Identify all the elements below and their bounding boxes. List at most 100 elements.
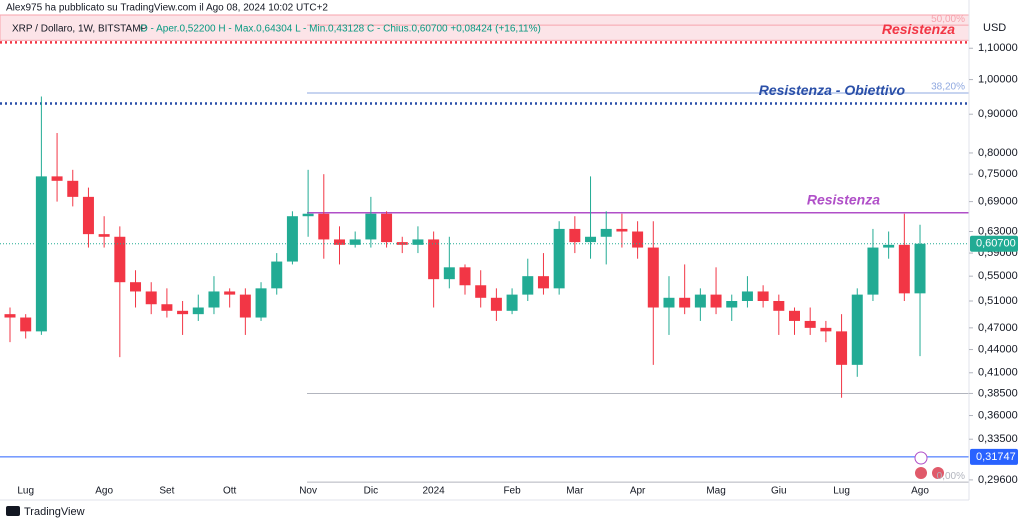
y-tick-label: 0,47000: [978, 322, 1018, 334]
price-box: [970, 448, 1018, 465]
x-tick-label: Mag: [706, 486, 725, 497]
candle-body: [851, 294, 863, 365]
candle-body: [663, 297, 675, 308]
level-text: Resistenza - Obiettivo: [759, 82, 906, 98]
x-tick-label: Ago: [95, 486, 113, 497]
candle-body: [255, 288, 267, 318]
candle-body: [726, 300, 738, 308]
candle-body: [553, 228, 565, 289]
candle-body: [537, 276, 549, 289]
candle-body: [804, 320, 816, 328]
candle-body: [883, 244, 895, 248]
x-tick-label: Lug: [833, 486, 850, 497]
footer: TradingView: [24, 506, 85, 518]
candle-body: [35, 176, 47, 332]
candle-body: [585, 236, 597, 243]
candle-body: [867, 247, 879, 295]
candle-body: [333, 239, 345, 245]
y-tick-label: 0,90000: [978, 108, 1018, 120]
fib-label: 0,00%: [937, 471, 965, 482]
x-tick-label: Ago: [911, 486, 929, 497]
x-tick-label: Apr: [630, 486, 646, 497]
candle-body: [224, 291, 236, 295]
price-box: [970, 235, 1018, 252]
candle-body: [428, 239, 440, 280]
event-icon[interactable]: [915, 467, 927, 479]
candle-body: [67, 180, 79, 197]
candle-body: [302, 213, 314, 217]
candle-body: [757, 291, 769, 301]
level-text: Resistenza: [882, 21, 955, 37]
candle-body: [98, 234, 110, 237]
y-tick-label: 0,63000: [978, 225, 1018, 237]
candle-body: [381, 213, 393, 243]
candle-body: [82, 196, 94, 235]
candle-body: [459, 267, 471, 286]
x-tick-label: Mar: [566, 486, 584, 497]
candle-body: [914, 243, 926, 294]
candle-body: [271, 261, 283, 289]
candle-body: [130, 282, 142, 292]
candle-body: [286, 216, 298, 262]
candle-body: [475, 285, 487, 298]
candle-body: [694, 294, 706, 308]
event-icon[interactable]: [932, 467, 944, 479]
candle-body: [522, 276, 534, 295]
candle-body: [349, 239, 361, 245]
y-tick-label: 1,10000: [978, 42, 1018, 54]
x-tick-label: Nov: [299, 486, 317, 497]
y-tick-label: 0,44000: [978, 343, 1018, 355]
candle-body: [443, 267, 455, 280]
candle-body: [114, 236, 126, 283]
candle-body: [4, 314, 16, 318]
y-tick-label: 0,75000: [978, 168, 1018, 180]
x-tick-label: Dic: [364, 486, 378, 497]
candle-body: [145, 291, 157, 305]
x-tick-label: Ott: [223, 486, 237, 497]
candle-body: [177, 310, 189, 315]
price-label: 0,60700: [976, 238, 1016, 250]
y-tick-label: 0,36000: [978, 409, 1018, 421]
candle-body: [318, 213, 330, 240]
candle-body: [51, 176, 63, 181]
x-tick-label: Set: [159, 486, 174, 497]
y-tick-label: 1,00000: [978, 73, 1018, 85]
candle-body: [647, 247, 659, 308]
candle-body: [679, 297, 691, 308]
event-icon[interactable]: [914, 451, 928, 465]
x-tick-label: Feb: [503, 486, 521, 497]
candle-body: [789, 310, 800, 321]
x-tick-label: 2024: [423, 486, 446, 497]
y-tick-label: 0,41000: [978, 367, 1018, 379]
fib-label: 50,00%: [931, 14, 965, 25]
y-tick-label: 0,55000: [978, 270, 1018, 282]
x-tick-label: Lug: [17, 486, 34, 497]
fib-label: 38,20%: [931, 82, 965, 93]
candle-body: [20, 317, 32, 332]
candle-body: [898, 244, 910, 294]
candle-body: [616, 228, 628, 232]
candle-body: [710, 294, 722, 308]
candle-body: [773, 300, 785, 311]
candle-body: [632, 231, 644, 248]
candle-body: [569, 228, 581, 243]
y-tick-label: 0,33500: [978, 433, 1018, 445]
candle-body: [836, 331, 848, 365]
candle-body: [600, 228, 612, 237]
ohlc: O - Aper.0,52200 H - Max.0,64304 L - Min…: [140, 24, 541, 35]
author-line: Alex975 ha pubblicato su TradingView.com…: [6, 3, 328, 14]
candle-body: [365, 213, 377, 240]
y-tick-label: 0,38500: [978, 387, 1018, 399]
y-tick-label: 0,80000: [978, 147, 1018, 159]
y-tick-label: 0,51000: [978, 295, 1018, 307]
candle-body: [192, 307, 204, 315]
y-axis-label: USD: [983, 22, 1006, 34]
candle-body: [820, 327, 832, 332]
price-label: 0,31747: [976, 451, 1016, 463]
candle-body: [161, 304, 173, 311]
y-tick-label: 0,69000: [978, 196, 1018, 208]
level-text: Resistenza: [807, 191, 880, 207]
symbol: XRP / Dollaro, 1W, BITSTAMP: [12, 24, 148, 35]
plot: [0, 14, 970, 483]
candle-body: [208, 291, 220, 308]
